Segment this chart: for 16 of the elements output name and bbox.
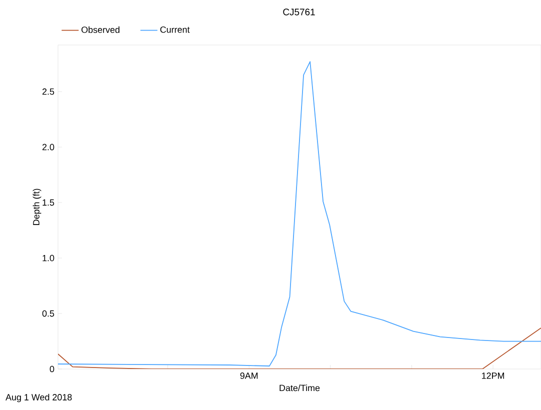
y-axis-title: Depth (ft)	[32, 188, 42, 225]
legend-label: Current	[160, 26, 190, 33]
line-series	[58, 61, 541, 366]
y-tick-label: 2.5	[42, 88, 54, 95]
chart-title: CJ5761	[283, 8, 315, 16]
x-tick-label: 9AM	[240, 372, 258, 379]
y-tick-label: 1.0	[42, 254, 54, 262]
legend-label: Observed	[82, 26, 120, 33]
x-tick-label: 12PM	[482, 372, 504, 379]
x-axis-title: Date/Time	[280, 384, 320, 392]
y-tick-label: 0	[50, 366, 54, 372]
y-tick-label: 0.5	[42, 310, 54, 317]
line-series	[58, 327, 541, 369]
text: Aug 1 Wed 2018	[6, 394, 72, 402]
y-tick-label: 1.5	[42, 199, 54, 206]
y-tick-label: 2.0	[42, 144, 54, 150]
